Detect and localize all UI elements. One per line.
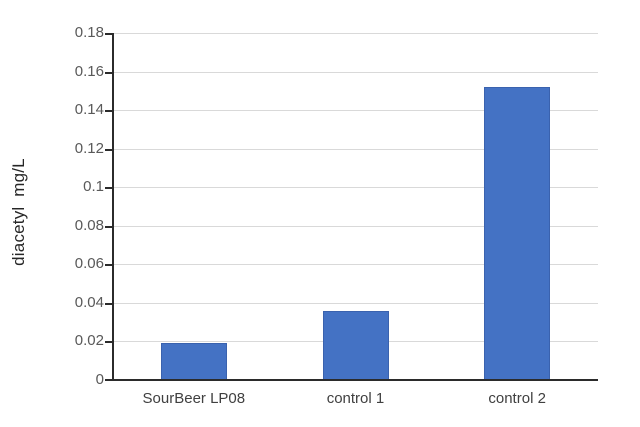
gridline (113, 71, 598, 73)
gridline (113, 264, 598, 266)
y-axis-tick (105, 148, 112, 151)
bar-sourbeer-lp08 (160, 343, 227, 380)
y-tick-label: 0.12 (74, 139, 104, 157)
x-category-label: control 2 (488, 390, 546, 407)
y-axis-tick (105, 264, 112, 267)
y-tick-label: 0.1 (83, 178, 104, 196)
x-axis-line (112, 379, 598, 381)
gridline (113, 187, 598, 189)
y-tick-label: 0.18 (74, 24, 104, 41)
gridline (113, 33, 598, 34)
plot-area (105, 33, 598, 381)
gridline (113, 148, 598, 150)
y-tick-label: 0.08 (74, 216, 104, 234)
y-tick-label: 0.06 (74, 255, 104, 273)
gridline (113, 225, 598, 227)
y-tick-label: 0.14 (74, 101, 104, 119)
gridline (113, 302, 598, 304)
y-tick-label: 0 (95, 371, 104, 388)
y-axis-tick (105, 71, 112, 74)
y-axis-tick (105, 110, 112, 113)
y-axis-tick (105, 225, 112, 228)
x-category-label: SourBeer LP08 (142, 390, 246, 407)
y-axis-tick (105, 33, 112, 35)
y-axis-tick (105, 302, 112, 305)
y-tick-label: 0.16 (74, 62, 104, 80)
y-axis-line (112, 33, 114, 380)
gridline (113, 110, 598, 112)
y-axis-title: diacetyl mg/L (9, 158, 28, 266)
y-axis-tick (105, 187, 112, 190)
bar-control-1 (322, 310, 389, 380)
y-axis-tick (105, 341, 112, 344)
x-category-label: control 1 (326, 390, 385, 407)
bar-control-2 (484, 86, 551, 380)
y-tick-label: 0.04 (74, 293, 104, 311)
y-axis-tick (105, 379, 112, 381)
y-tick-label: 0.02 (74, 332, 104, 350)
